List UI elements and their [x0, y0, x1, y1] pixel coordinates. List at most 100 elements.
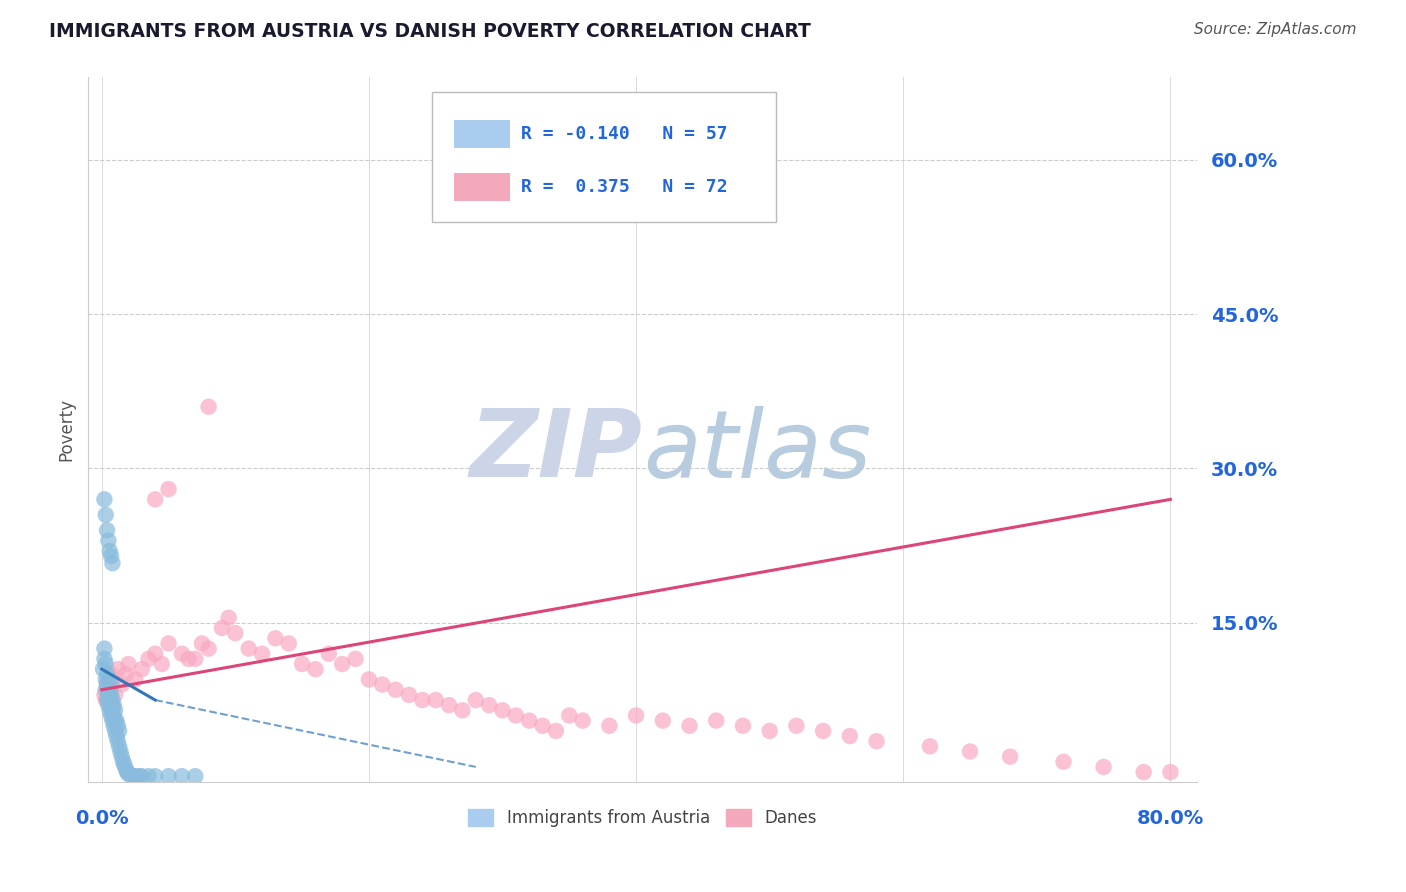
Point [98, 544, 121, 558]
Point [98, 682, 121, 697]
Point [264, 632, 287, 646]
Point [959, 744, 981, 758]
Point [103, 698, 125, 713]
Point [94, 673, 117, 687]
Bar [454, 173, 510, 201]
Point [131, 769, 153, 783]
Point [94, 693, 117, 707]
Text: 0.0%: 0.0% [75, 809, 128, 828]
Point [103, 719, 125, 733]
Point [191, 636, 214, 650]
Point [177, 652, 200, 666]
Point [170, 647, 193, 661]
Point [108, 739, 131, 754]
Point [505, 708, 527, 723]
Point [100, 549, 122, 563]
Point [398, 688, 420, 702]
Point [224, 626, 246, 640]
Point [517, 714, 540, 728]
Point [384, 682, 406, 697]
Text: 80.0%: 80.0% [1137, 809, 1204, 828]
Point [120, 768, 142, 782]
Point [357, 673, 380, 687]
Point [758, 723, 780, 738]
Point [101, 556, 124, 570]
Point [143, 647, 166, 661]
Point [143, 769, 166, 783]
Point [101, 714, 124, 728]
Point [97, 688, 120, 702]
Point [558, 708, 581, 723]
Point [238, 641, 260, 656]
Point [1092, 760, 1115, 774]
Point [107, 719, 129, 733]
Point [104, 714, 127, 728]
Text: R = -0.140   N = 57: R = -0.140 N = 57 [520, 125, 727, 143]
Point [93, 492, 115, 507]
Point [1052, 755, 1074, 769]
Point [464, 693, 486, 707]
Point [96, 677, 118, 691]
Point [93, 641, 115, 656]
Point [114, 762, 136, 776]
Point [998, 749, 1021, 764]
Point [100, 667, 122, 681]
Point [96, 677, 118, 691]
Point [157, 769, 180, 783]
Point [96, 523, 118, 537]
Point [150, 657, 173, 671]
Point [105, 729, 128, 743]
Point [93, 688, 115, 702]
Point [128, 769, 150, 783]
Point [811, 723, 834, 738]
Point [117, 767, 139, 781]
Legend: Immigrants from Austria, Danes: Immigrants from Austria, Danes [461, 803, 824, 834]
Point [98, 673, 121, 687]
Point [170, 769, 193, 783]
Point [97, 673, 120, 687]
Point [98, 693, 121, 707]
Point [785, 719, 807, 733]
Point [425, 693, 447, 707]
Point [124, 673, 146, 687]
Point [330, 657, 353, 671]
Point [100, 708, 122, 723]
Point [184, 652, 207, 666]
Point [651, 714, 673, 728]
Point [531, 719, 554, 733]
Point [344, 652, 367, 666]
Point [437, 698, 460, 713]
Point [544, 723, 567, 738]
Point [184, 769, 207, 783]
Text: IMMIGRANTS FROM AUSTRIA VS DANISH POVERTY CORRELATION CHART: IMMIGRANTS FROM AUSTRIA VS DANISH POVERT… [49, 22, 811, 41]
Point [101, 693, 124, 707]
Point [318, 647, 340, 661]
Point [114, 757, 136, 772]
Point [138, 652, 160, 666]
Point [291, 657, 314, 671]
Point [108, 723, 131, 738]
Y-axis label: Poverty: Poverty [58, 399, 75, 461]
Point [411, 693, 433, 707]
Point [110, 744, 132, 758]
Point [100, 698, 122, 713]
Point [451, 703, 474, 717]
Point [107, 662, 129, 676]
Point [491, 703, 513, 717]
Point [704, 714, 727, 728]
Point [105, 714, 128, 728]
Point [112, 755, 135, 769]
Text: R =  0.375   N = 72: R = 0.375 N = 72 [520, 178, 727, 195]
Point [371, 677, 394, 691]
Point [124, 769, 146, 783]
Point [94, 508, 117, 522]
Point [157, 636, 180, 650]
Point [94, 682, 117, 697]
Point [94, 657, 117, 671]
Point [731, 719, 754, 733]
Text: atlas: atlas [643, 406, 870, 497]
Point [117, 657, 139, 671]
Text: Source: ZipAtlas.com: Source: ZipAtlas.com [1194, 22, 1357, 37]
Point [97, 682, 120, 697]
Point [96, 667, 118, 681]
